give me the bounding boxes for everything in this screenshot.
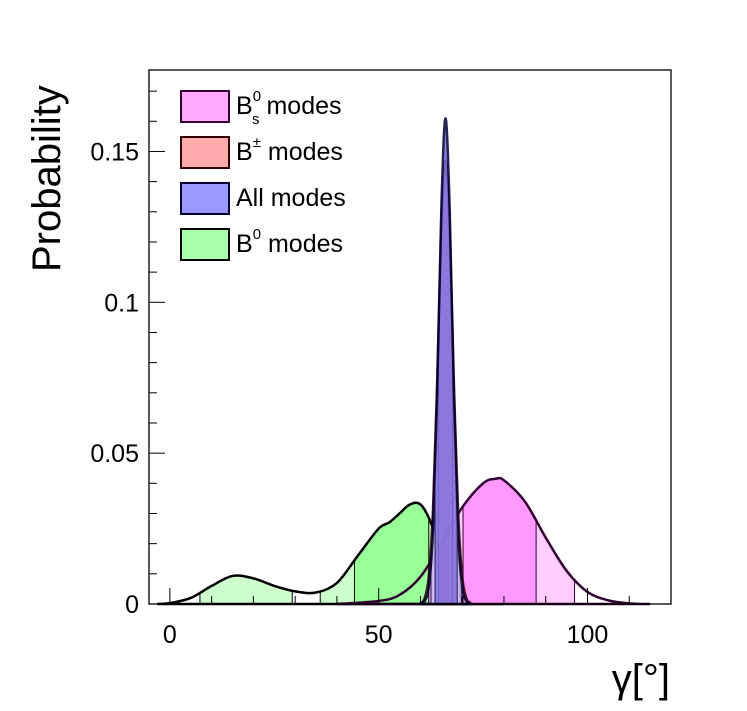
legend-item: All modes (180, 182, 346, 215)
plot-frame (148, 69, 672, 605)
series-curve (419, 117, 472, 606)
series-curve (336, 476, 651, 606)
legend-label-base: B (236, 92, 253, 120)
legend-label-sup: 0 (252, 87, 262, 105)
legend-label-rest: modes (261, 230, 344, 258)
series-fill-interval_68 (354, 502, 429, 604)
y-tick-label: 0 (125, 591, 139, 619)
legend-item: B± modes (180, 135, 343, 169)
series-3 (419, 117, 472, 606)
x-tick-label: 0 (163, 621, 177, 649)
y-tick-label: 0.1 (104, 289, 139, 317)
x-tick-label: 50 (365, 621, 393, 649)
legend-label-base: B (236, 230, 253, 258)
legend-label: B0 s modes (236, 89, 342, 127)
legend-label-base: All modes (236, 184, 346, 212)
legend-label-sup: 0 (252, 225, 262, 243)
axis-ticks: 0 50 100 0 0.05 0.1 0.15 (90, 90, 672, 649)
series-areas (157, 117, 651, 606)
y-tick-label: 0.05 (90, 440, 139, 468)
legend-label-base: B (236, 138, 253, 166)
legend-swatch (180, 228, 230, 261)
legend-swatch (180, 136, 230, 169)
legend-swatch (180, 182, 230, 215)
series-fill-interval_68 (463, 477, 537, 604)
legend-label: All modes (236, 184, 346, 213)
legend-label: B0 modes (236, 227, 344, 259)
x-axis-label: γ[°] (612, 657, 670, 701)
legend-swatch (180, 90, 230, 123)
x-tick-label: 100 (567, 621, 609, 649)
legend-label-rest: modes (260, 138, 343, 166)
series-1 (336, 476, 651, 606)
legend-label-rest: modes (259, 92, 342, 120)
series-fill-interval_95 (199, 575, 293, 604)
legend-label: B± modes (236, 135, 343, 167)
legend-item: B0 s modes (180, 89, 342, 127)
legend-item: B0 modes (180, 227, 344, 261)
legend-label-sub: s (252, 111, 260, 128)
legend-label-sup: ± (252, 133, 261, 151)
series-0 (157, 501, 505, 606)
y-axis-label: Probability (25, 85, 69, 272)
y-tick-label: 0.15 (90, 138, 139, 166)
